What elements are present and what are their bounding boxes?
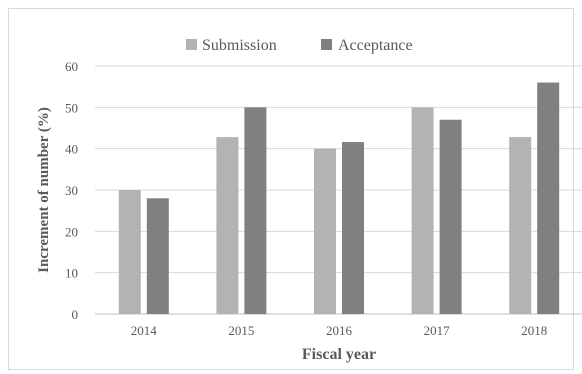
- bar-submission-2016: [314, 148, 336, 314]
- bar-submission-2017: [411, 107, 434, 314]
- bar-acceptance-2015: [244, 107, 267, 314]
- x-tick-label: 2016: [326, 323, 353, 338]
- y-tick-label: 40: [65, 142, 78, 157]
- y-tick-label: 60: [65, 59, 78, 74]
- legend-label-submission: Submission: [202, 37, 277, 54]
- bar-acceptance-2017: [439, 119, 462, 314]
- x-tick-label: 2014: [131, 323, 158, 338]
- bar-submission-2014: [118, 190, 141, 314]
- x-axis-title: Fiscal year: [302, 346, 376, 363]
- y-tick-label: 10: [65, 266, 78, 281]
- bars: [118, 82, 560, 315]
- legend-swatch-acceptance: [321, 39, 332, 50]
- y-tick-label: 30: [65, 183, 78, 198]
- y-tick-labels: 0 10 20 30 40 50 60: [65, 59, 78, 322]
- y-tick-label: 20: [65, 224, 78, 239]
- y-axis-title: Increment of number (%): [36, 107, 52, 273]
- x-tick-label: 2017: [424, 323, 451, 338]
- legend-swatch-submission: [186, 39, 197, 50]
- legend: Submission Acceptance: [186, 37, 413, 54]
- y-tick-label: 50: [65, 100, 78, 115]
- bar-acceptance-2018: [537, 82, 560, 315]
- bar-acceptance-2016: [342, 142, 364, 314]
- legend-label-acceptance: Acceptance: [338, 37, 413, 54]
- y-tick-label: 0: [72, 307, 79, 322]
- x-tick-label: 2015: [228, 323, 254, 338]
- chart-frame: [8, 8, 574, 370]
- x-tick-labels: 2014 2015 2016 2017 2018: [131, 323, 547, 338]
- bar-acceptance-2014: [146, 198, 169, 314]
- bar-submission-2015: [216, 137, 239, 314]
- x-tick-label: 2018: [521, 323, 547, 338]
- gridlines: [95, 65, 582, 315]
- bar-submission-2018: [509, 137, 532, 314]
